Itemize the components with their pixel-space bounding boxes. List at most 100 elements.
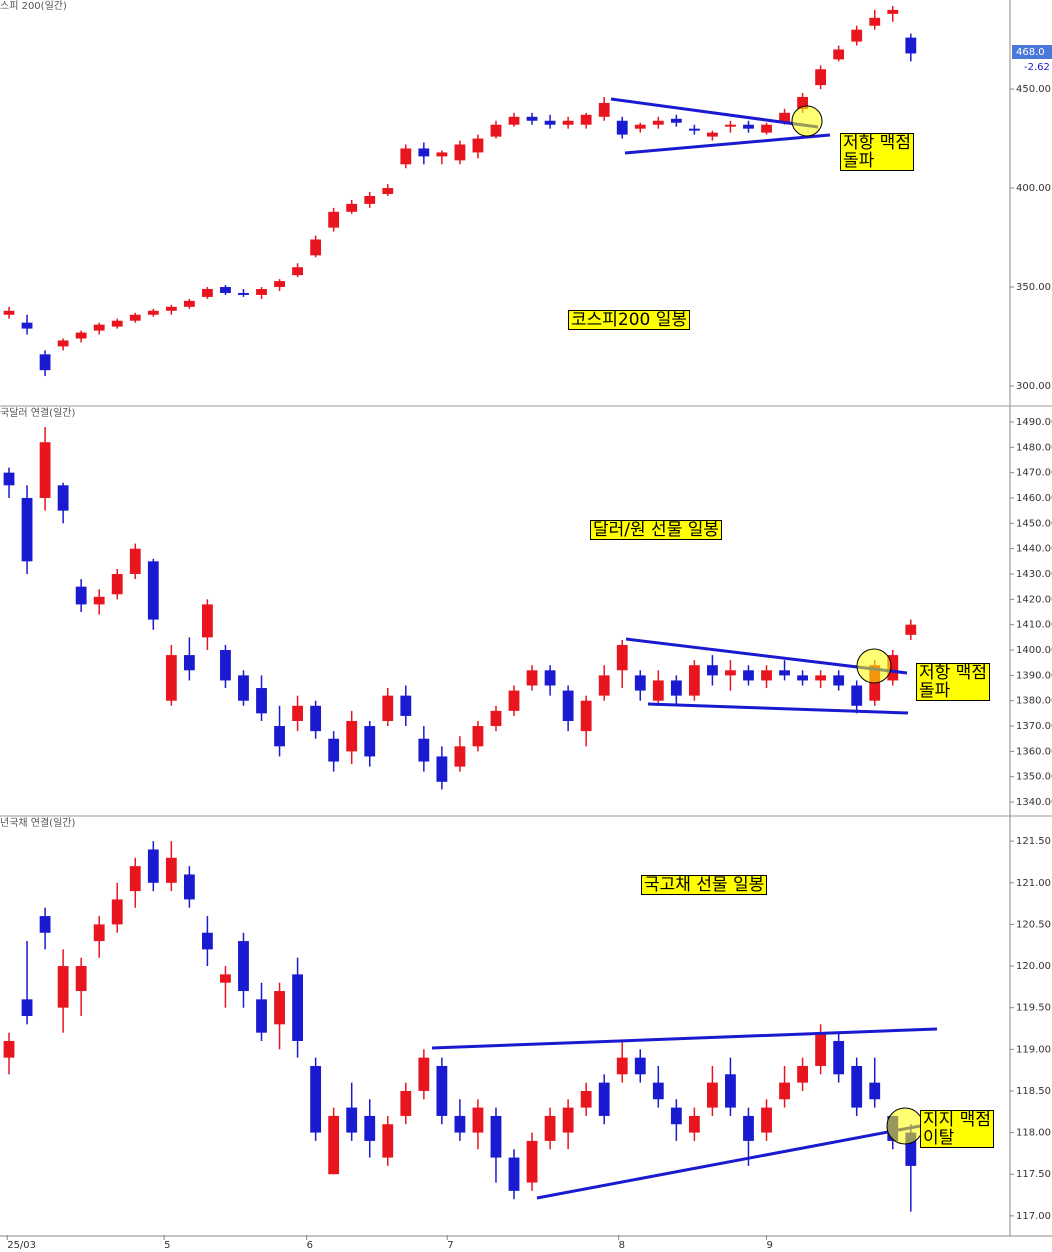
last-price-box xyxy=(1012,45,1052,59)
candle-body xyxy=(580,700,592,732)
trend-line xyxy=(610,97,819,129)
candle-body xyxy=(905,624,917,635)
candle-body xyxy=(75,332,87,339)
candle-body xyxy=(57,340,69,347)
candle-body xyxy=(238,941,249,992)
candle-body xyxy=(598,102,610,117)
candle-body xyxy=(526,670,538,686)
candle-body xyxy=(39,442,51,498)
candle-body xyxy=(238,675,249,701)
candle-body xyxy=(93,596,105,605)
y-tick-label: 117.50 xyxy=(1016,1169,1051,1180)
candle-body xyxy=(274,281,285,288)
candle-body xyxy=(57,485,69,511)
candle-body xyxy=(310,705,322,732)
candle-body xyxy=(490,124,502,137)
y-tick-label: 350.00 xyxy=(1016,282,1051,293)
candle-body xyxy=(779,1082,790,1100)
y-tick-label: 118.50 xyxy=(1016,1086,1051,1097)
candle-body xyxy=(725,670,736,676)
candle-body xyxy=(292,974,303,1041)
candle-body xyxy=(616,644,628,671)
candle-body xyxy=(634,675,646,691)
candle-body xyxy=(869,1082,881,1100)
annotation: 국고채 선물 일봉 xyxy=(641,875,768,895)
candle-body xyxy=(815,69,827,86)
annotation: 지지 맥점 이탈 xyxy=(920,1110,994,1148)
candle-body xyxy=(670,680,682,696)
candle-body xyxy=(292,705,303,721)
candle-body xyxy=(364,195,376,204)
trend-line xyxy=(536,1124,921,1200)
annotation-line: 국고채 선물 일봉 xyxy=(644,875,765,895)
candle-body xyxy=(743,124,754,129)
candle-body xyxy=(472,138,484,153)
candle-body xyxy=(707,132,718,137)
candle-body xyxy=(328,738,340,762)
candle-body xyxy=(616,1057,628,1075)
y-tick-label: 1340.00 xyxy=(1016,797,1052,808)
candle-body xyxy=(202,604,213,638)
y-tick-label: 1460.00 xyxy=(1016,493,1052,504)
candle-body xyxy=(3,310,15,315)
candle-body xyxy=(797,675,808,681)
candle-body xyxy=(111,574,123,595)
candle-body xyxy=(761,1107,772,1133)
candle-body xyxy=(616,120,628,135)
candle-body xyxy=(508,690,520,711)
candle-body xyxy=(57,966,69,1008)
candle-body xyxy=(93,924,105,942)
candle-body xyxy=(707,665,718,676)
candle-body xyxy=(544,120,556,125)
candle-body xyxy=(256,289,267,295)
candle-body xyxy=(454,1115,466,1133)
candle-body xyxy=(418,1057,430,1091)
candle-body xyxy=(725,124,736,127)
candle-body xyxy=(833,1040,845,1075)
x-tick-label: 9 xyxy=(767,1240,773,1251)
candle-body xyxy=(256,688,267,714)
candle-body xyxy=(274,726,285,747)
candle-body xyxy=(183,300,195,307)
candle-body xyxy=(147,561,159,620)
candle-body xyxy=(364,1115,376,1141)
candle-body xyxy=(165,306,177,311)
y-tick-label: 120.50 xyxy=(1016,919,1051,930)
candle-body xyxy=(580,1090,592,1108)
y-tick-label: 121.50 xyxy=(1016,836,1051,847)
x-tick-label: 7 xyxy=(447,1240,453,1251)
candle-body xyxy=(346,1107,358,1133)
y-tick-label: 400.00 xyxy=(1016,183,1051,194)
candle-body xyxy=(436,756,448,782)
y-tick-label: 119.50 xyxy=(1016,1003,1051,1014)
candle-body xyxy=(418,738,430,762)
candle-body xyxy=(797,96,808,109)
trend-lines xyxy=(431,97,938,1200)
candle-body xyxy=(815,675,827,681)
candle-body xyxy=(220,287,231,293)
annotation: 달러/원 선물 일봉 xyxy=(590,520,723,540)
candle-body xyxy=(220,650,231,681)
candle-body xyxy=(490,1115,502,1158)
candle-body xyxy=(3,472,15,486)
y-tick-label: 1480.00 xyxy=(1016,442,1052,453)
candle-body xyxy=(851,1065,863,1108)
candle-body xyxy=(165,655,177,701)
candle-body xyxy=(580,114,592,125)
x-tick-label: 8 xyxy=(619,1240,625,1251)
candle-body xyxy=(183,655,195,671)
candle-body xyxy=(779,670,790,676)
annotation-line: 코스피200 일봉 xyxy=(571,310,688,330)
candle-body xyxy=(328,211,340,228)
candle-body xyxy=(256,999,267,1033)
candle-body xyxy=(292,267,303,276)
y-tick-label: 300.00 xyxy=(1016,381,1051,392)
candle-body xyxy=(562,1107,574,1133)
highlight-circle xyxy=(856,648,892,684)
candle-body xyxy=(220,974,231,983)
annotation-line: 저항 맥점 xyxy=(843,133,911,153)
candle-body xyxy=(707,1082,718,1108)
candle-body xyxy=(833,49,845,60)
candle-body xyxy=(887,9,899,14)
